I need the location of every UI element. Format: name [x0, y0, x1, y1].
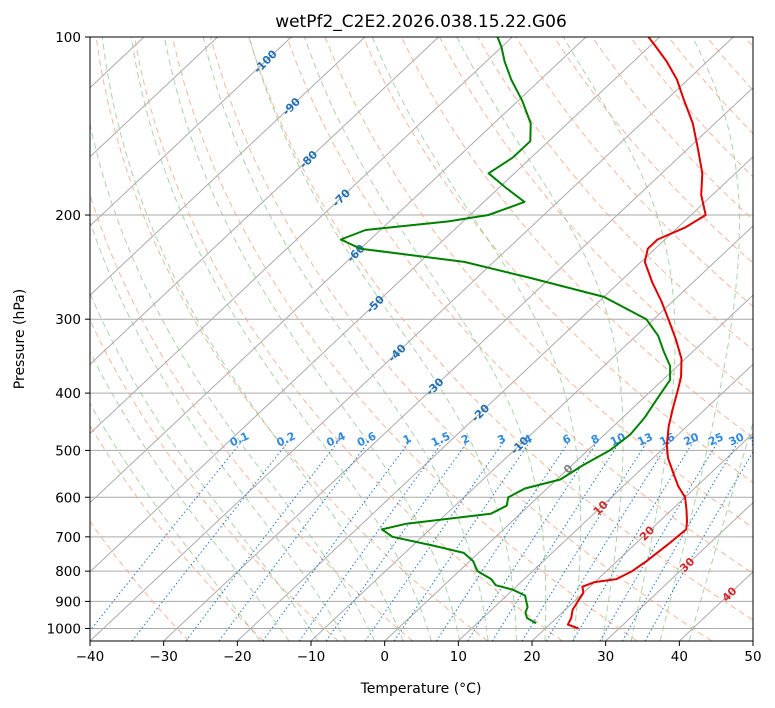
- moist-adiabat: [90, 402, 261, 641]
- y-tick-label: 400: [55, 386, 81, 402]
- y-tick-label: 800: [55, 564, 81, 580]
- x-tick-label: −10: [297, 649, 326, 665]
- moist-adiabat: [90, 121, 376, 641]
- chart-title: wetPf2_C2E2.2026.038.15.22.G06: [275, 12, 567, 32]
- isotherm--70: [90, 37, 513, 435]
- x-tick-label: −30: [149, 649, 178, 665]
- isotherm-10: [457, 363, 753, 641]
- y-tick-label: 700: [55, 530, 81, 546]
- isotherm--80: [90, 37, 439, 366]
- moist-adiabat: [163, 37, 461, 641]
- y-axis: 100 200 300 400 500 600 700 800 900 1000: [47, 30, 90, 637]
- x-axis-label: Temperature (°C): [360, 681, 482, 697]
- y-axis-label: Pressure (hPa): [12, 289, 28, 389]
- moist-adiabat: [688, 421, 753, 641]
- x-tick-label: 0: [380, 649, 389, 665]
- dry-adiabat: [210, 37, 712, 641]
- mixing-lines: [90, 439, 753, 641]
- x-tick-label: −20: [223, 649, 252, 665]
- moist-adiabat: [101, 37, 404, 641]
- mixing-ratio-label: 30: [727, 430, 747, 448]
- isotherm-0: [384, 294, 753, 641]
- isotherm--100: [90, 37, 292, 227]
- isotherm-30: [605, 501, 753, 641]
- isotherm--50: [90, 37, 660, 573]
- isotherm--40: [90, 37, 734, 641]
- dry-adiabat: [90, 193, 414, 641]
- mixing-line: [364, 439, 506, 641]
- x-axis: −40 −30 −20 −10 0 10 20 30 40 50: [76, 641, 762, 665]
- x-tick-label: 30: [597, 649, 614, 665]
- dry-adiabat: [95, 37, 488, 641]
- isotherm--60: [90, 37, 587, 504]
- mixing-line: [467, 439, 599, 641]
- x-tick-label: 20: [523, 649, 540, 665]
- moist-adiabat: [90, 350, 290, 641]
- mixing-line: [599, 439, 720, 641]
- moist-adiabat: [202, 37, 489, 641]
- dry-adiabat: [515, 37, 753, 308]
- x-tick-label: 50: [744, 649, 761, 665]
- dry-adiabat: [90, 319, 339, 641]
- y-tick-label: 600: [55, 490, 81, 506]
- mixing-line: [521, 439, 649, 641]
- mixing-line: [131, 439, 291, 641]
- moist-adiabat: [130, 37, 432, 641]
- x-tick-label: −40: [76, 649, 105, 665]
- mixing-ratio-label: 10: [608, 430, 628, 448]
- dry-adiabat: [90, 424, 264, 641]
- isotherm-20: [531, 432, 753, 641]
- moist-adiabat: [371, 37, 582, 641]
- y-tick-label: 500: [55, 443, 81, 459]
- temperature-line: [566, 37, 707, 630]
- isotherm--30: [163, 86, 753, 641]
- mixing-ratio-label: 36: [747, 430, 767, 448]
- mixing-ratio-label: 25: [706, 430, 725, 448]
- mixing-line: [393, 439, 532, 641]
- y-tick-label: 100: [55, 30, 81, 46]
- moist-adiabat: [248, 37, 517, 641]
- mixing-line: [572, 439, 695, 641]
- mixing-line: [218, 439, 371, 641]
- mixing-line: [644, 450, 753, 641]
- mixing-ratio-label: 20: [682, 430, 702, 448]
- isotherm--90: [90, 37, 366, 296]
- mixing-line: [262, 439, 412, 641]
- mixing-line: [435, 439, 571, 641]
- moist-adiabats: [90, 37, 753, 641]
- mixing-line: [491, 439, 622, 641]
- x-tick-label: 10: [450, 649, 467, 665]
- background-lines: [90, 37, 753, 641]
- moist-adiabat: [90, 291, 319, 641]
- dry-adiabat: [286, 37, 753, 575]
- plot-frame: [89, 36, 754, 642]
- moist-adiabat: [562, 37, 676, 641]
- y-tick-label: 900: [55, 594, 81, 610]
- moist-adiabat: [659, 37, 740, 641]
- mixing-line: [545, 439, 671, 641]
- y-tick-label: 200: [55, 208, 81, 224]
- moist-adiabat: [90, 220, 347, 641]
- dewpoint-line: [339, 37, 672, 625]
- isotherms: [90, 37, 753, 641]
- y-tick-label: 300: [55, 312, 81, 328]
- y-tick-label: 1000: [47, 621, 81, 637]
- moist-adiabat: [456, 37, 624, 641]
- x-tick-label: 40: [671, 649, 688, 665]
- mixing-ratio-label: 13: [635, 430, 654, 448]
- profiles: [339, 37, 707, 630]
- dry-adiabat: [248, 37, 753, 621]
- isotherm--20: [236, 156, 753, 641]
- isotherm--110: [90, 37, 218, 158]
- mixing-line: [325, 439, 470, 641]
